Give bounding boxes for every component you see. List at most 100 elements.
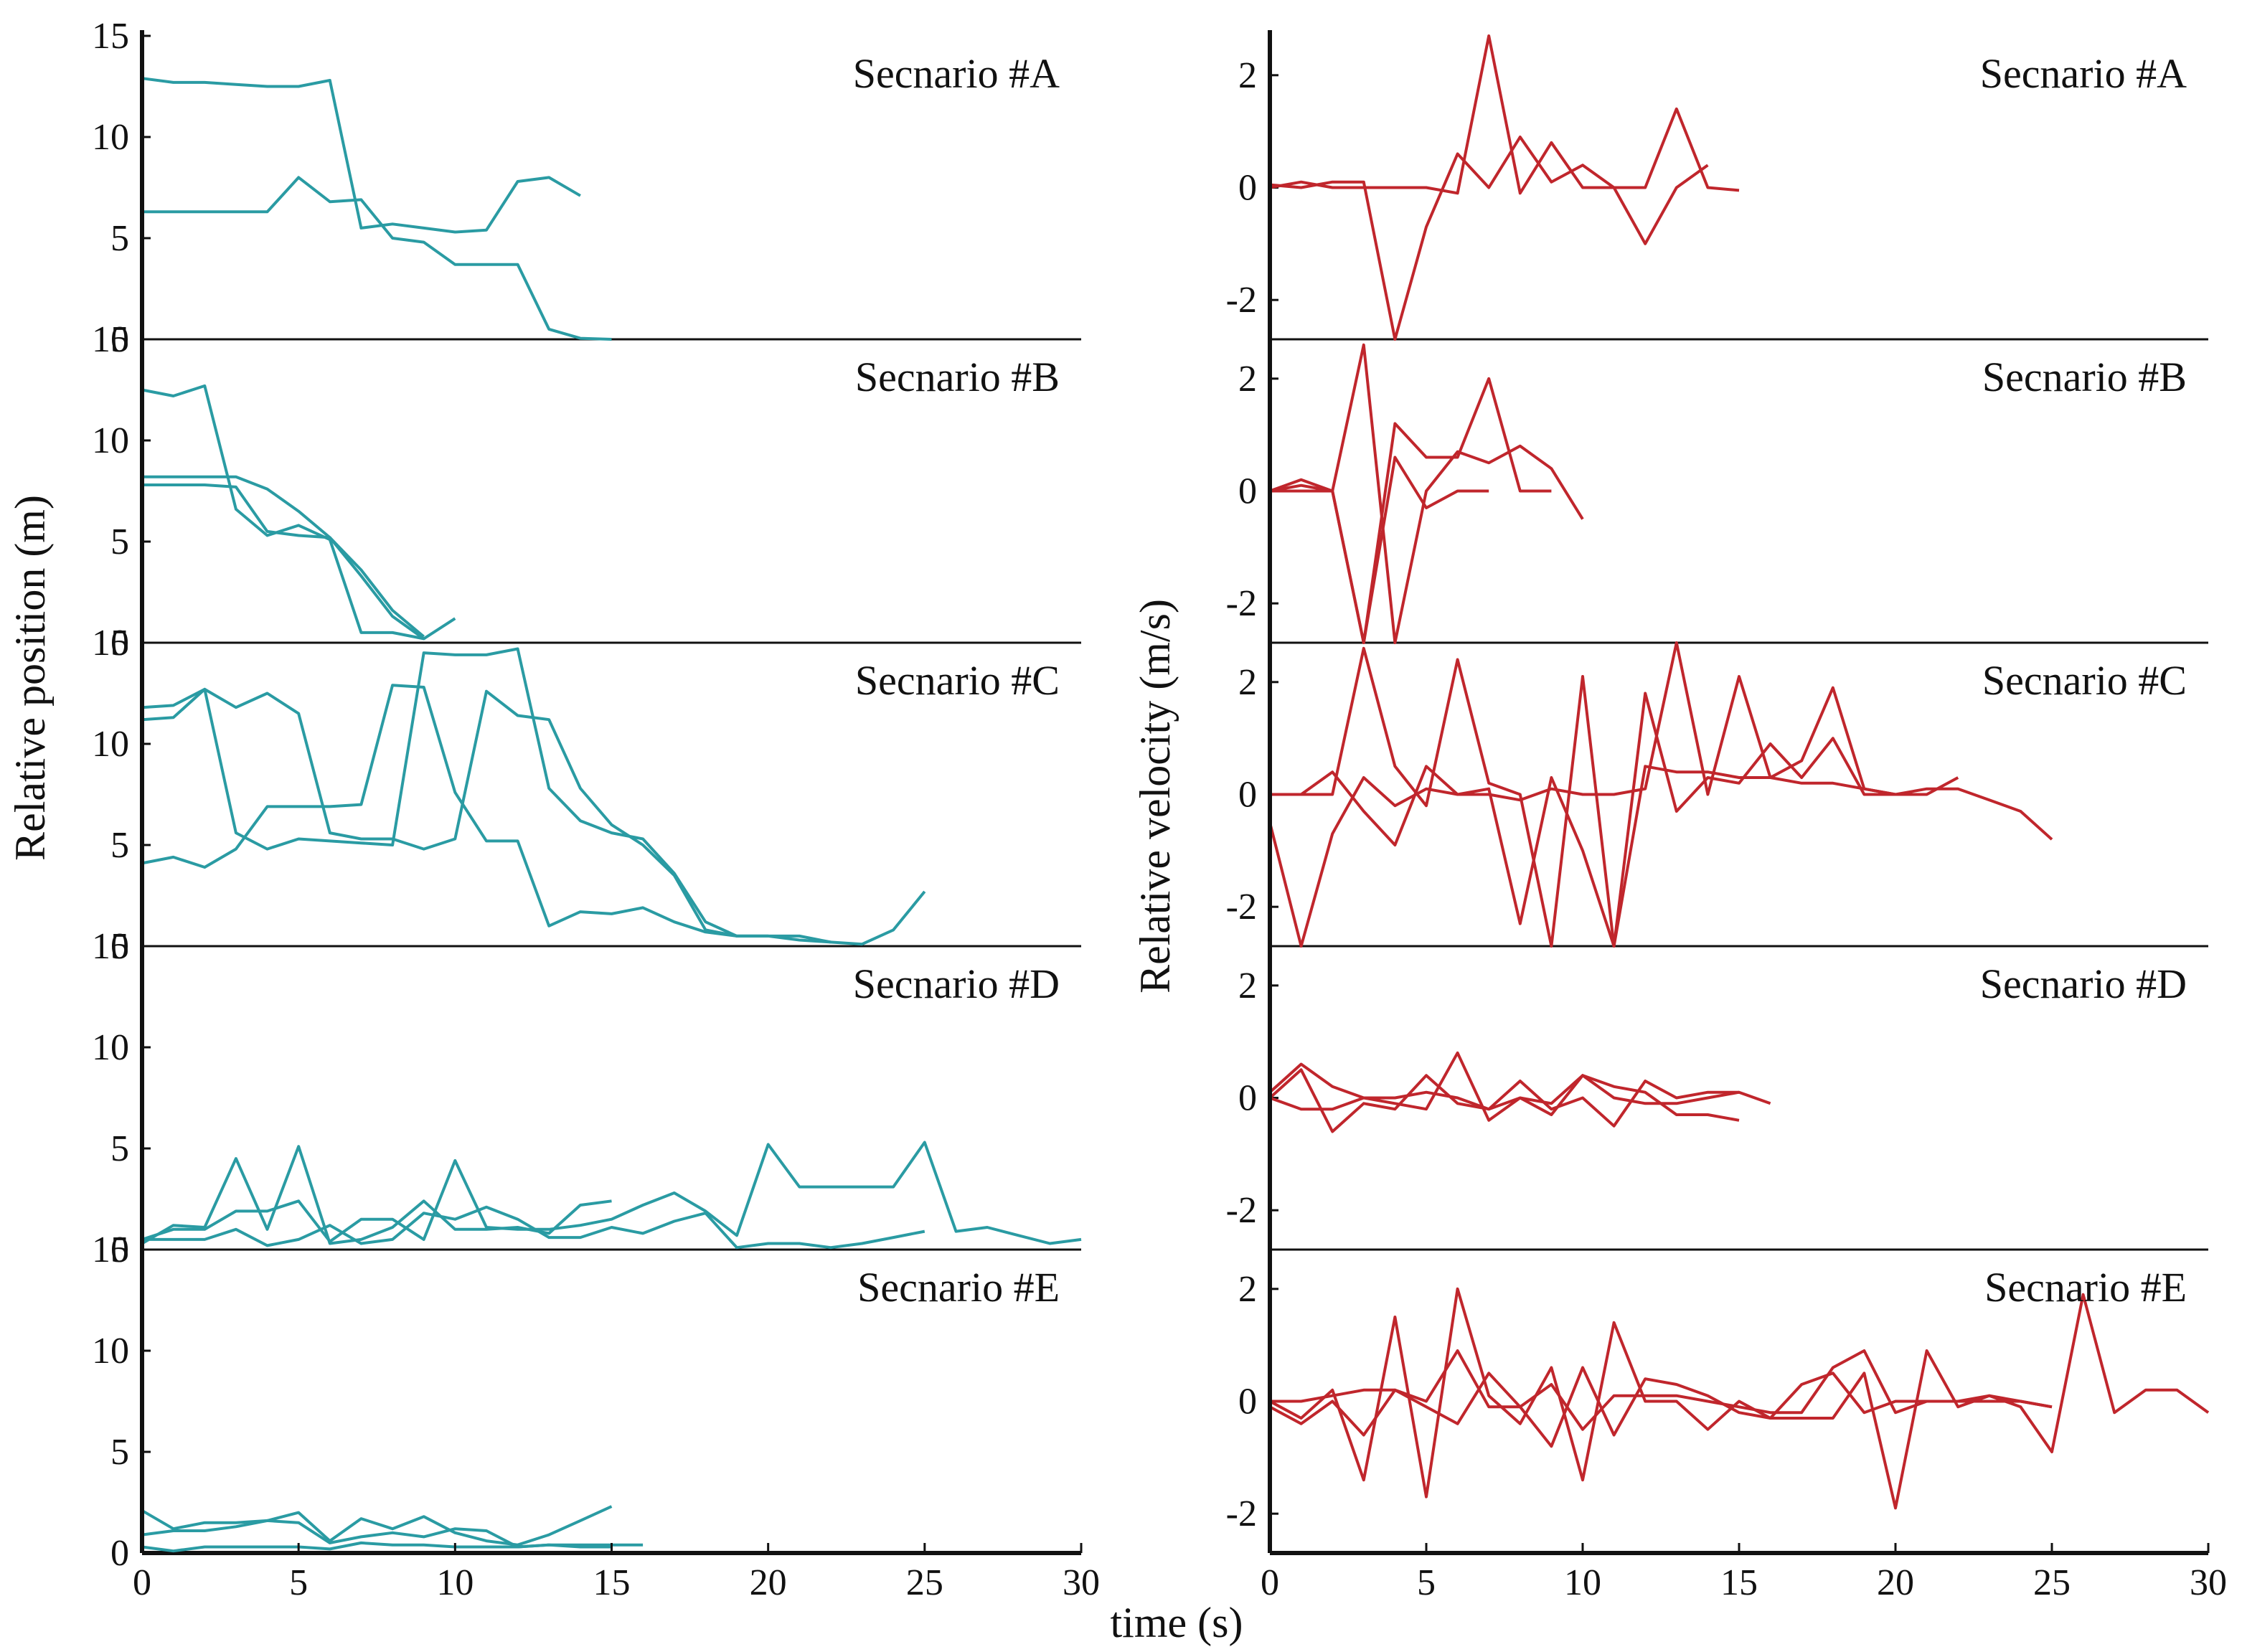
velocity-panel: -202 Secnario #A-202 Secnario #B-202 Secnar… [1226,30,2227,1603]
velocity-series-line [1269,1366,2053,1448]
velocity-ytick-label: 2 [1238,359,1257,400]
velocity-subplot-3: -2 0 2 Secnario #D [1226,960,2208,1251]
time-axis-title: time (s) [1111,1599,1243,1646]
position-scenario-label: Secnario #E [857,1264,1060,1311]
velocity-ytick-label: 0 [1238,1382,1257,1422]
velocity-ytick-label: -2 [1226,280,1257,321]
position-subplot-1: 0 5 10 15 Secnario #B [92,319,1081,664]
velocity-series-line [1268,692,1959,948]
velocity-scenario-label: Secnario #A [1980,50,2187,97]
velocity-ytick-label: 0 [1238,471,1257,512]
position-ytick-label: 0 [110,926,129,967]
position-ytick-label: 5 [110,1128,129,1169]
position-ytick-label: 15 [92,926,129,967]
velocity-xtick-label: 15 [1720,1562,1758,1603]
position-scenario-label: Secnario #B [855,354,1060,400]
velocity-ytick-label: -2 [1226,583,1257,624]
velocity-series-line [1270,1349,2053,1431]
velocity-ytick-label: -2 [1226,1493,1257,1534]
position-panel: 0 5 10 15 Secnario #A 0 5 10 15 Secnario #B 0 5 10 15… [92,16,1100,1603]
velocity-xtick-label: 0 [1261,1562,1279,1603]
position-xtick-label: 30 [1063,1562,1100,1603]
velocity-subplot-2: -2 0 2 Secnario #C [1226,641,2208,948]
position-subplot-3: 0 5 10 15 Secnario #D [92,926,1082,1270]
velocity-scenario-label: Secnario #D [1980,960,2187,1007]
velocity-ytick-label: -2 [1226,887,1257,928]
velocity-subplot-4: -2 0 2 Secnario #E [1226,1264,2210,1555]
velocity-series-line [1270,646,2053,948]
position-xtick-label: 15 [593,1562,631,1603]
position-ytick-label: 15 [92,623,129,664]
position-ytick-label: 10 [92,420,129,461]
velocity-ytick-label: 2 [1238,55,1257,96]
position-series-line [141,684,832,944]
position-ytick-label: 10 [92,724,129,765]
velocity-ytick-label: 0 [1238,168,1257,209]
position-scenario-label: Secnario #A [853,50,1060,97]
position-scenario-label: Secnario #D [853,960,1060,1007]
velocity-series-line [1269,456,1489,644]
position-ytick-label: 5 [110,1432,129,1473]
velocity-series-line [1269,377,1552,644]
position-ytick-label: 5 [110,825,129,866]
position-series-line [141,384,456,641]
position-xtick-label: 20 [750,1562,787,1603]
position-ytick-label: 10 [92,117,129,158]
position-series-line [141,1505,613,1547]
position-series-line [141,1541,612,1553]
velocity-xtick-label: 5 [1417,1562,1436,1603]
position-xtick-label: 0 [133,1562,151,1603]
position-ytick-label: 0 [110,319,129,360]
position-series-line [141,1519,644,1549]
velocity-scenario-label: Secnario #B [1982,354,2187,400]
position-subplot-0: 0 5 10 15 Secnario #A [92,16,1081,360]
position-axis-title: Relative position (m) [6,495,54,861]
velocity-ytick-label: -2 [1226,1190,1257,1231]
velocity-xtick-label: 25 [2033,1562,2071,1603]
position-ytick-label: 15 [92,1229,129,1270]
position-series-line [142,475,425,641]
position-xtick-label: 5 [289,1562,308,1603]
velocity-subplot-0: -2 0 2 Secnario #A [1226,34,2208,341]
position-ytick-label: 5 [110,521,129,562]
position-series-line [141,647,768,938]
velocity-subplot-1: -2 0 2 Secnario #B [1226,343,2208,644]
position-series-line [141,77,581,234]
velocity-scenario-label: Secnario #E [1984,1264,2187,1311]
position-scenario-label: Secnario #C [855,657,1060,704]
velocity-series-line [1269,136,1709,341]
velocity-xtick-label: 20 [1877,1562,1914,1603]
velocity-ytick-label: 0 [1238,1078,1257,1119]
position-series-line [142,176,612,341]
position-ytick-label: 10 [92,1331,129,1372]
position-series-line [141,1141,1082,1245]
velocity-ytick-label: 2 [1238,1269,1257,1310]
position-ytick-label: 0 [110,1533,129,1574]
velocity-scenario-label: Secnario #C [1982,657,2187,704]
position-ytick-label: 15 [92,16,129,57]
position-subplot-2: 0 5 10 15 Secnario #C [92,623,1081,967]
velocity-series-line [1268,1062,1739,1128]
position-subplot-4: 0 5 10 15 Secnario #E [92,1229,1081,1574]
velocity-series-line [1269,1051,1771,1122]
position-ytick-label: 0 [110,623,129,664]
velocity-xtick-label: 10 [1564,1562,1601,1603]
position-xtick-label: 25 [906,1562,943,1603]
position-xtick-label: 10 [436,1562,474,1603]
velocity-axis-title: Relative velocity (m/s) [1131,599,1179,993]
position-ytick-label: 0 [110,1229,129,1270]
velocity-series-line [1268,1068,1740,1133]
velocity-ytick-label: 0 [1238,775,1257,816]
velocity-series-line [1270,343,1584,644]
velocity-series-line [1270,641,1896,846]
position-series-line [142,1205,925,1250]
velocity-series-line [1269,34,1740,195]
velocity-ytick-label: 2 [1238,966,1257,1006]
velocity-ytick-label: 2 [1238,662,1257,703]
position-ytick-label: 10 [92,1027,129,1068]
position-ytick-label: 15 [92,319,129,360]
position-ytick-label: 5 [110,218,129,259]
velocity-xtick-label: 30 [2190,1562,2227,1603]
position-series-line [142,483,425,638]
